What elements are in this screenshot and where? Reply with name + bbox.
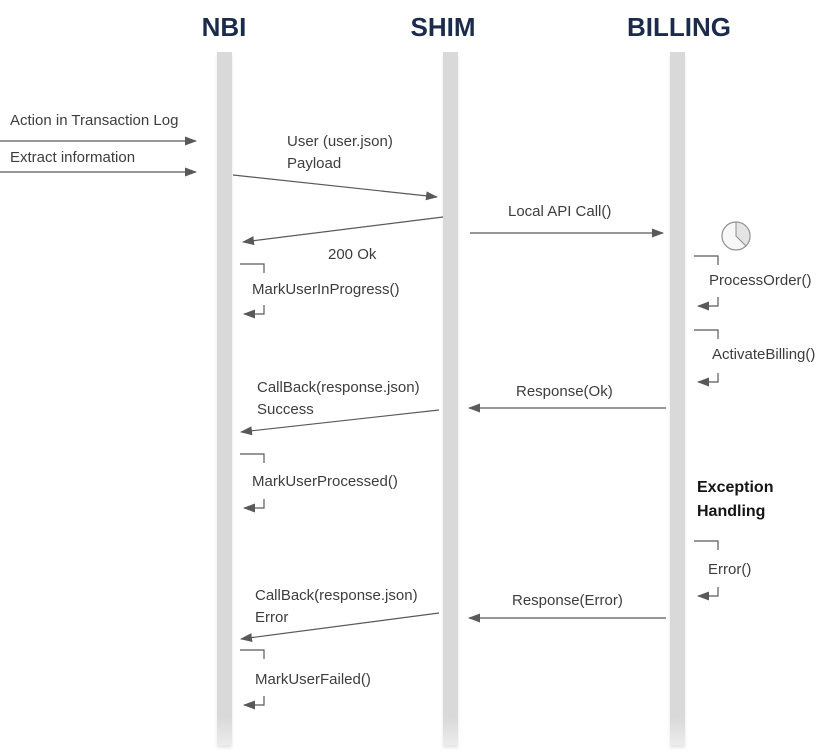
participant-nbi: NBI [201,12,247,42]
label-error: Error() [708,561,752,578]
label-local-api-call: Local API Call() [508,203,612,220]
label-callback-error: CallBack(response.json) Error [255,587,418,626]
selfcall-activate-billing [694,329,719,387]
label-mark-user-processed: MarkUserProcessed() [252,473,398,490]
label-mark-user-in-progress: MarkUserInProgress() [252,281,400,298]
label-mark-user-failed: MarkUserFailed() [255,671,371,688]
lifeline-shim [443,52,458,745]
label-extract-information: Extract information [10,149,136,166]
arrow-user-payload [232,174,438,201]
selfcall-mark-user-in-progress [240,263,265,319]
label-response-ok: Response(Ok) [516,383,613,400]
arrow-callback-error [240,612,440,643]
label-user-payload: User (user.json) Payload [287,133,393,172]
participant-billing: BILLING [627,12,731,42]
selfcall-process-order [694,255,719,311]
arrow-200-ok [242,216,444,246]
lifeline-billing [670,52,685,745]
clock-icon [721,221,751,251]
lifeline-nbi [217,52,232,745]
label-action-in-transaction-log: Action in Transaction Log [10,112,179,129]
selfcall-mark-user-processed [240,453,265,513]
annotation-exception-handling: Exception Handling [697,479,774,520]
label-200-ok: 200 Ok [328,246,377,263]
selfcall-mark-user-failed [240,649,265,710]
label-process-order: ProcessOrder() [709,272,812,289]
label-response-error: Response(Error) [512,592,623,609]
participant-shim: SHIM [410,12,476,42]
label-callback-success: CallBack(response.json) Success [257,379,420,418]
label-activate-billing: ActivateBilling() [712,346,816,363]
selfcall-error [694,540,719,601]
arrow-callback-success [240,409,440,436]
